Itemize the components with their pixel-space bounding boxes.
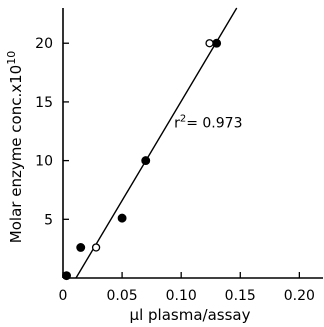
- open-data-point: [91, 243, 101, 252]
- y-tick-label: 10: [35, 154, 53, 170]
- y-tick-label: 15: [35, 95, 53, 111]
- filled-data-point: [62, 271, 71, 281]
- data-points: [62, 38, 222, 281]
- x-axis-label: μl plasma/assay: [130, 306, 251, 324]
- y-tick-label: 5: [44, 212, 53, 228]
- x-tick-label: 0.20: [284, 288, 315, 304]
- x-tick-label: 0.05: [107, 288, 138, 304]
- axes: [62, 8, 323, 279]
- open-data-point: [205, 39, 214, 48]
- ticks: 0 0.05 0.10 0.15 0.20 5 10 15 20: [35, 36, 315, 304]
- fit-line: [75, 7, 238, 279]
- filled-data-point: [76, 243, 86, 252]
- x-tick-label: 0.15: [225, 288, 256, 304]
- filled-data-point: [117, 213, 127, 223]
- filled-data-point: [141, 156, 151, 166]
- r-squared-annotation: r2= 0.973: [174, 114, 242, 132]
- x-tick-label: 0.10: [166, 288, 197, 304]
- y-axis-label: Molar enzyme conc.x1010: [5, 51, 25, 243]
- x-tick-label: 0: [59, 288, 68, 304]
- fit-line-group: [75, 7, 238, 279]
- filled-data-point: [212, 38, 222, 48]
- y-tick-label: 20: [35, 36, 53, 52]
